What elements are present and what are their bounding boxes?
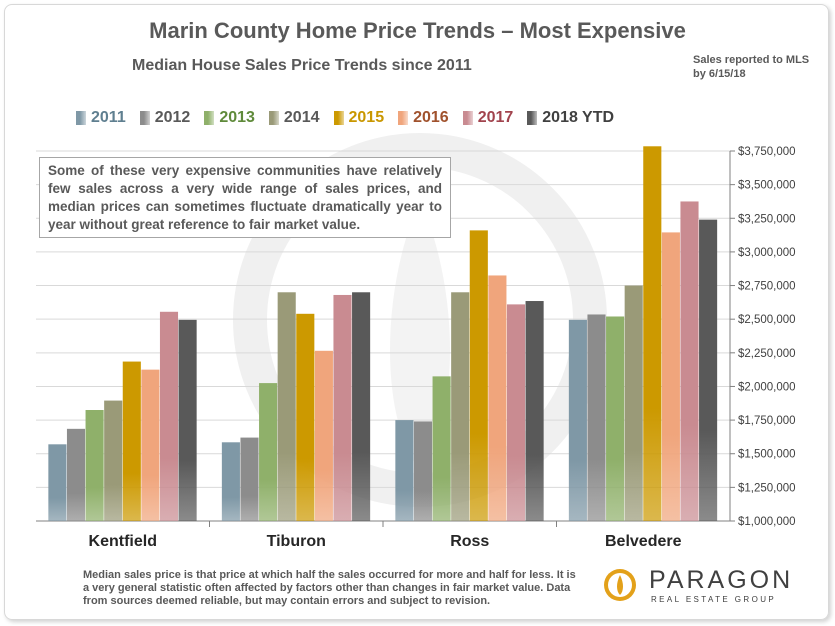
bar-ross-2018-ytd [525,301,544,521]
legend-label: 2016 [413,109,449,126]
legend-item-2013: 2013 [204,109,255,127]
annotation-box: Some of these very expensive communities… [39,157,451,238]
bar-ross-2014 [451,292,470,521]
bar-ross-2012 [413,421,433,521]
legend-item-2014: 2014 [268,109,320,127]
bar-belvedere-2017 [680,201,699,522]
legend-item-2016: 2016 [398,109,449,127]
y-tick-label: $2,750,000 [738,281,796,293]
y-tick-label: $1,000,000 [738,516,796,528]
legend-label: 2011 [91,109,126,126]
legend-swatch [76,111,86,125]
bar-belvedere-2014 [624,285,643,521]
legend-item-2017: 2017 [462,109,514,127]
bar-tiburon-2015 [296,313,315,521]
footer-note: Median sales price is that price at whic… [83,569,576,607]
bar-tiburon-2011 [221,442,240,521]
bar-belvedere-2015 [643,146,662,522]
bar-belvedere-2016 [661,232,680,521]
y-tick-label: $2,000,000 [738,381,796,393]
logo-mark-icon [608,573,632,597]
legend-swatch [333,111,344,125]
y-tick-label: $3,750,000 [738,146,796,158]
bar-belvedere-2011 [568,319,587,521]
bar-belvedere-2012 [587,314,606,521]
bar-belvedere-2013 [606,316,625,521]
x-category-label: Tiburon [267,533,326,550]
legend-label: 2013 [219,109,255,126]
y-tick-label: $3,250,000 [738,213,796,225]
legend-swatch [462,111,473,125]
bar-kentfield-2016 [141,369,160,521]
legend-label: 2012 [154,109,191,126]
bar-ross-2011 [395,420,414,521]
legend-item-2018-ytd: 2018 YTD [527,109,614,127]
y-tick-label: $1,250,000 [738,482,796,494]
bar-ross-2016 [488,275,507,521]
bar-ross-2017 [506,304,526,521]
bar-kentfield-2011 [48,444,67,521]
y-tick-label: $3,500,000 [738,180,796,192]
y-tick-label: $1,750,000 [738,415,796,427]
bar-ross-2015 [469,230,488,521]
legend-label: 2014 [283,109,320,126]
bar-tiburon-2018-ytd [352,292,371,521]
legend-swatch [268,111,279,125]
legend-item-2012: 2012 [139,109,191,127]
x-category-label: Belvedere [605,533,682,550]
paragon-logo-icon [604,569,636,601]
legend-item-2015: 2015 [333,109,385,127]
bar-kentfield-2014 [104,400,123,521]
bar-tiburon-2013 [259,383,278,521]
x-category-label: Kentfield [89,533,157,550]
y-tick-label: $3,000,000 [738,247,796,259]
legend-label: 2015 [348,109,385,126]
logo-tagline: REAL ESTATE GROUP [651,595,777,604]
y-tick-label: $2,500,000 [738,314,796,326]
chart-subtitle: Median House Sales Price Trends since 20… [132,57,472,74]
legend-label: 2018 YTD [542,109,615,126]
legend-swatch [527,111,538,125]
bar-tiburon-2017 [333,294,352,521]
chart-legend: 2011 2012 2013 2014 2015 2016 2017 2018 YTD [76,107,628,129]
bar-kentfield-2013 [85,410,104,521]
bar-kentfield-2017 [159,311,179,521]
bar-tiburon-2012 [240,437,259,521]
bar-tiburon-2014 [277,292,296,521]
bar-kentfield-2012 [66,428,86,521]
legend-swatch [204,111,215,125]
bar-kentfield-2015 [122,361,141,521]
x-category-label: Ross [450,533,489,550]
legend-swatch [398,111,409,125]
legend-item-2011: 2011 [76,109,126,127]
chart-title: Marin County Home Price Trends – Most Ex… [149,18,686,43]
bar-kentfield-2018-ytd [178,319,197,521]
paragon-logo: PARAGON REAL ESTATE GROUP [604,566,804,606]
y-tick-label: $2,250,000 [738,348,796,360]
sales-reported-note: Sales reported to MLS by 6/15/18 [693,54,810,80]
bar-tiburon-2016 [314,350,333,521]
bar-ross-2013 [432,376,451,521]
bar-belvedere-2018-ytd [699,219,718,522]
logo-name: PARAGON [649,566,794,594]
legend-label: 2017 [477,109,514,126]
chart-frame [4,4,829,620]
y-tick-label: $1,500,000 [738,449,796,461]
legend-swatch [139,111,150,125]
